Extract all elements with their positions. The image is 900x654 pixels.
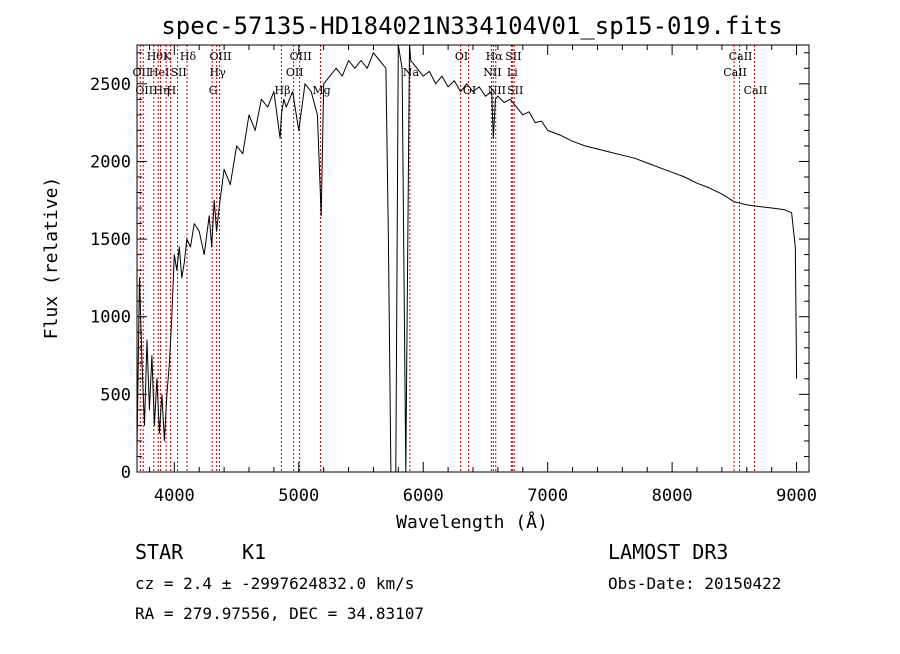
line-markers: OIIOIIHθHeIHηKHSIIHδGHγOIIIHβOIIOIIIMgNa… bbox=[133, 45, 768, 472]
obs-date: Obs-Date: 20150422 bbox=[608, 574, 782, 593]
line-marker-label-4: Hη bbox=[153, 84, 169, 97]
y-tick-label-2: 1000 bbox=[90, 308, 131, 328]
axis-ticks: 4000 5000 6000 7000 8000 9000 0 500 1000 1500 2000… bbox=[90, 45, 817, 506]
line-marker-label-6: H bbox=[167, 84, 177, 97]
x-tick-label-5: 9000 bbox=[776, 486, 817, 506]
object-subclass: K1 bbox=[242, 540, 267, 564]
line-marker-label-24: SII bbox=[507, 84, 523, 97]
line-marker-label-18: OI bbox=[463, 84, 476, 97]
y-tick-label-4: 2000 bbox=[90, 152, 131, 172]
line-marker-label-11: OIII bbox=[209, 50, 231, 63]
line-marker-label-20: Hα bbox=[486, 50, 504, 63]
line-marker-label-26: CaII bbox=[729, 50, 753, 63]
line-marker-label-10: Hγ bbox=[210, 66, 227, 79]
line-marker-label-7: SII bbox=[170, 66, 186, 79]
line-marker-label-21: NII bbox=[488, 84, 506, 97]
object-class: STAR bbox=[135, 540, 184, 564]
x-tick-label-1: 5000 bbox=[278, 486, 319, 506]
x-tick-label-0: 4000 bbox=[154, 486, 195, 506]
line-marker-label-15: Mg bbox=[312, 84, 330, 97]
line-marker-label-19: NII bbox=[483, 66, 501, 79]
y-axis-title: Flux (relative) bbox=[41, 177, 62, 340]
y-tick-label-0: 0 bbox=[121, 463, 131, 483]
coordinates: RA = 279.97556, DEC = 34.83107 bbox=[135, 604, 424, 623]
line-marker-label-1: OII bbox=[135, 84, 153, 97]
x-axis-title: Wavelength (Å) bbox=[396, 511, 548, 533]
line-marker-label-3: HeI bbox=[149, 66, 169, 79]
series-layer bbox=[136, 44, 798, 473]
line-marker-label-23: SII bbox=[505, 50, 521, 63]
spectrum-series-0 bbox=[136, 44, 798, 473]
line-marker-label-2: Hθ bbox=[147, 50, 164, 63]
line-marker-label-13: OII bbox=[286, 66, 304, 79]
y-tick-label-1: 500 bbox=[100, 385, 131, 405]
line-marker-label-27: CaII bbox=[744, 84, 768, 97]
line-marker-label-16: Na bbox=[403, 66, 420, 79]
line-marker-label-12: Hβ bbox=[275, 84, 291, 97]
line-marker-label-17: OI bbox=[455, 50, 468, 63]
line-marker-label-22: Li bbox=[507, 66, 518, 79]
survey-name: LAMOST DR3 bbox=[608, 540, 729, 564]
x-tick-label-3: 7000 bbox=[527, 486, 568, 506]
chart-title: spec-57135-HD184021N334104V01_sp15-019.f… bbox=[161, 12, 782, 40]
redshift-readout: cz = 2.4 ± -2997624832.0 km/s bbox=[135, 574, 415, 593]
line-marker-label-14: OIII bbox=[290, 50, 312, 63]
line-marker-label-9: G bbox=[209, 84, 218, 97]
line-marker-label-25: CaII bbox=[723, 66, 747, 79]
y-tick-label-3: 1500 bbox=[90, 230, 131, 250]
y-tick-label-5: 2500 bbox=[90, 75, 131, 95]
line-marker-label-5: K bbox=[163, 50, 172, 63]
x-tick-label-4: 8000 bbox=[652, 486, 693, 506]
plot-frame bbox=[136, 44, 810, 473]
x-tick-label-2: 6000 bbox=[403, 486, 444, 506]
line-marker-label-8: Hδ bbox=[180, 50, 197, 63]
